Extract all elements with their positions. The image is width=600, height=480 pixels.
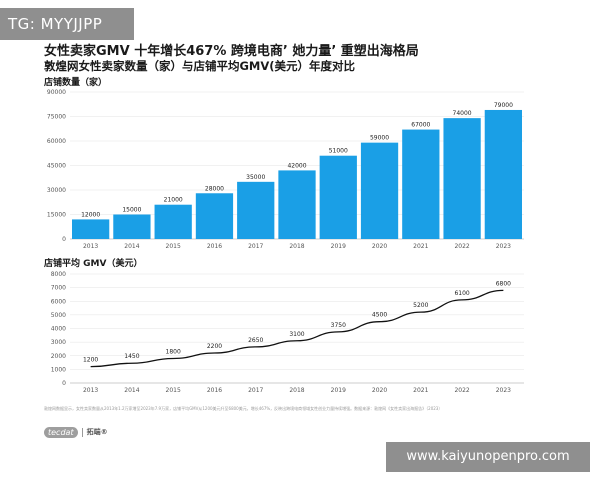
logo-text: 拓端®: [86, 428, 108, 436]
bar: [278, 170, 316, 239]
line-xtick-label: 2022: [454, 387, 469, 394]
bar-value-label: 67000: [411, 122, 430, 129]
bar-ytick-label: 75000: [47, 114, 66, 121]
source-footnote: 敦煌网数据显示，女性卖家数量从2013年1.2万家增至2023年7.9万家，店铺…: [44, 406, 443, 411]
line-xtick-label: 2019: [331, 387, 346, 394]
bar-ytick-label: 90000: [47, 89, 66, 96]
bar: [154, 204, 192, 239]
line-value-label: 5200: [413, 302, 428, 309]
chart-subtitle: 敦煌网女性卖家数量（家）与店铺平均GMV(美元）年度对比: [44, 59, 356, 73]
bar-xtick-label: 2022: [454, 243, 469, 250]
bar-xtick-label: 2014: [124, 243, 139, 250]
bar-value-label: 21000: [164, 197, 183, 204]
bar-value-label: 12000: [81, 211, 100, 218]
line-xtick-label: 2020: [372, 387, 387, 394]
line-ytick-label: 3000: [51, 339, 66, 346]
line-xtick-label: 2021: [413, 387, 428, 394]
bar-xtick-label: 2021: [413, 243, 428, 250]
bar-xtick-label: 2013: [83, 243, 98, 250]
line-xtick-label: 2018: [289, 387, 304, 394]
bar-xtick-label: 2020: [372, 243, 387, 250]
bar: [360, 142, 399, 239]
gmv-series-line: [90, 289, 504, 368]
line-xtick-label: 2016: [207, 387, 222, 394]
line-ytick-label: 1000: [51, 366, 66, 373]
bar-ytick-label: 60000: [47, 138, 66, 145]
bar: [237, 181, 275, 239]
bar-ytick-label: 45000: [47, 163, 66, 170]
line-xtick-label: 2015: [166, 387, 181, 394]
bar-xtick-label: 2017: [248, 243, 263, 250]
line-value-label: 1800: [166, 348, 181, 355]
line-value-label: 3100: [289, 331, 304, 338]
line-ytick-label: 4000: [51, 326, 66, 333]
channel-badge: TG: MYYJJPP: [0, 8, 134, 40]
bar-value-label: 74000: [453, 110, 472, 117]
tecdat-logo-mark: tecdat: [44, 426, 78, 438]
line-value-label: 1200: [83, 357, 98, 364]
line-xtick-label: 2014: [124, 387, 139, 394]
site-watermark: www.kaiyunopenpro.com: [386, 442, 590, 472]
line-xtick-label: 2013: [83, 387, 98, 394]
bar-value-label: 28000: [205, 185, 224, 192]
bar-value-label: 59000: [370, 135, 389, 142]
bar-ytick-label: 0: [62, 236, 66, 243]
bar-value-label: 51000: [329, 148, 348, 155]
bar-xtick-label: 2018: [289, 243, 304, 250]
line-ytick-label: 6000: [51, 298, 66, 305]
bar: [484, 109, 522, 239]
bar: [113, 214, 151, 239]
brand-logo: tecdat 拓端®: [44, 426, 108, 438]
line-value-label: 2650: [248, 337, 263, 344]
line-ytick-label: 7000: [51, 285, 66, 292]
line-value-label: 6800: [496, 280, 511, 287]
bar-value-label: 15000: [122, 207, 141, 214]
line-value-label: 3750: [331, 322, 346, 329]
bar-value-label: 42000: [287, 162, 306, 169]
bar-ytick-label: 15000: [47, 212, 66, 219]
bar-xtick-label: 2019: [331, 243, 346, 250]
bar: [72, 219, 110, 239]
chart-title: 女性卖家GMV 十年增长467% 跨境电商’ 她力量’ 重塑出海格局: [44, 44, 419, 59]
bar: [319, 155, 357, 239]
line-ytick-label: 0: [62, 380, 66, 387]
bar-ytick-label: 30000: [47, 187, 66, 194]
bar: [195, 193, 234, 239]
line-value-label: 4500: [372, 312, 387, 319]
bar-xtick-label: 2016: [207, 243, 222, 250]
bar-chart-ylabel: 店铺数量（家）: [44, 78, 108, 88]
line-ytick-label: 2000: [51, 353, 66, 360]
bar: [443, 118, 481, 239]
line-ytick-label: 5000: [51, 312, 66, 319]
bar-xtick-label: 2023: [496, 243, 511, 250]
line-ytick-label: 8000: [51, 271, 66, 278]
line-value-label: 6100: [454, 290, 469, 297]
line-xtick-label: 2023: [496, 387, 511, 394]
bar: [402, 129, 440, 239]
line-chart-ylabel: 店铺平均 GMV（美元）: [44, 259, 143, 269]
line-value-label: 2200: [207, 343, 222, 350]
bar-value-label: 35000: [246, 174, 265, 181]
line-xtick-label: 2017: [248, 387, 263, 394]
line-value-label: 1450: [124, 353, 139, 360]
bar-xtick-label: 2015: [166, 243, 181, 250]
bar-value-label: 79000: [494, 102, 513, 109]
logo-divider: [81, 427, 83, 437]
